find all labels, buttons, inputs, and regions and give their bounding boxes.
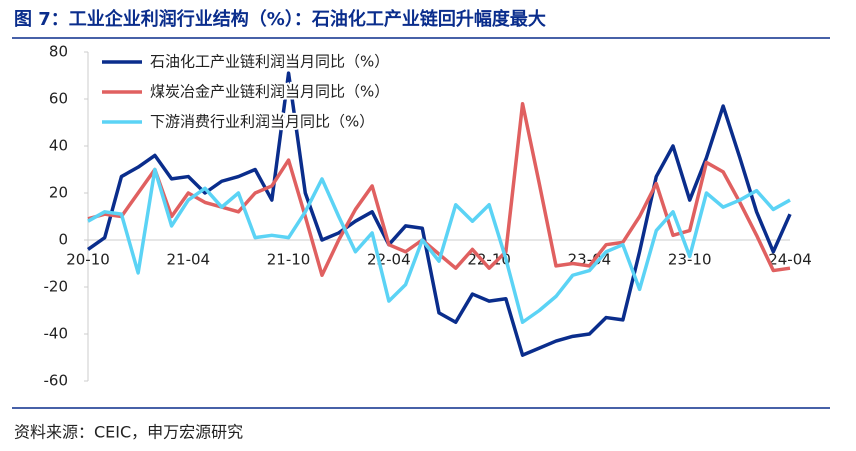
y-tick-label: 0 [58, 231, 68, 249]
source: 资料来源：CEIC，申万宏源研究 [14, 423, 243, 442]
series-line [87, 101, 791, 277]
y-tick-label: -40 [44, 325, 69, 343]
x-tick-label: 22-04 [367, 251, 411, 269]
legend-label: 煤炭冶金产业链利润当月同比（%） [150, 83, 389, 101]
y-tick-label: -60 [44, 372, 69, 390]
x-tick-label: 24-04 [768, 251, 812, 269]
x-tick-label: 23-10 [668, 251, 712, 269]
y-tick-label: 40 [49, 137, 68, 155]
y-tick-label: 80 [49, 43, 68, 61]
legend-label: 下游消费行业利润当月同比（%） [150, 113, 374, 131]
series-line [87, 167, 791, 324]
series-line [86, 71, 792, 357]
y-tick-label: -20 [44, 278, 69, 296]
x-tick-label: 21-10 [267, 251, 311, 269]
x-tick-label: 21-04 [166, 251, 210, 269]
y-tick-label: 20 [49, 184, 68, 202]
legend-label: 石油化工产业链利润当月同比（%） [150, 53, 389, 71]
y-tick-label: 60 [49, 90, 68, 108]
x-tick-label: 20-10 [66, 251, 110, 269]
chart-title: 图 7：工业企业利润行业结构（%）：石油化工产业链回升幅度最大 [14, 8, 546, 30]
